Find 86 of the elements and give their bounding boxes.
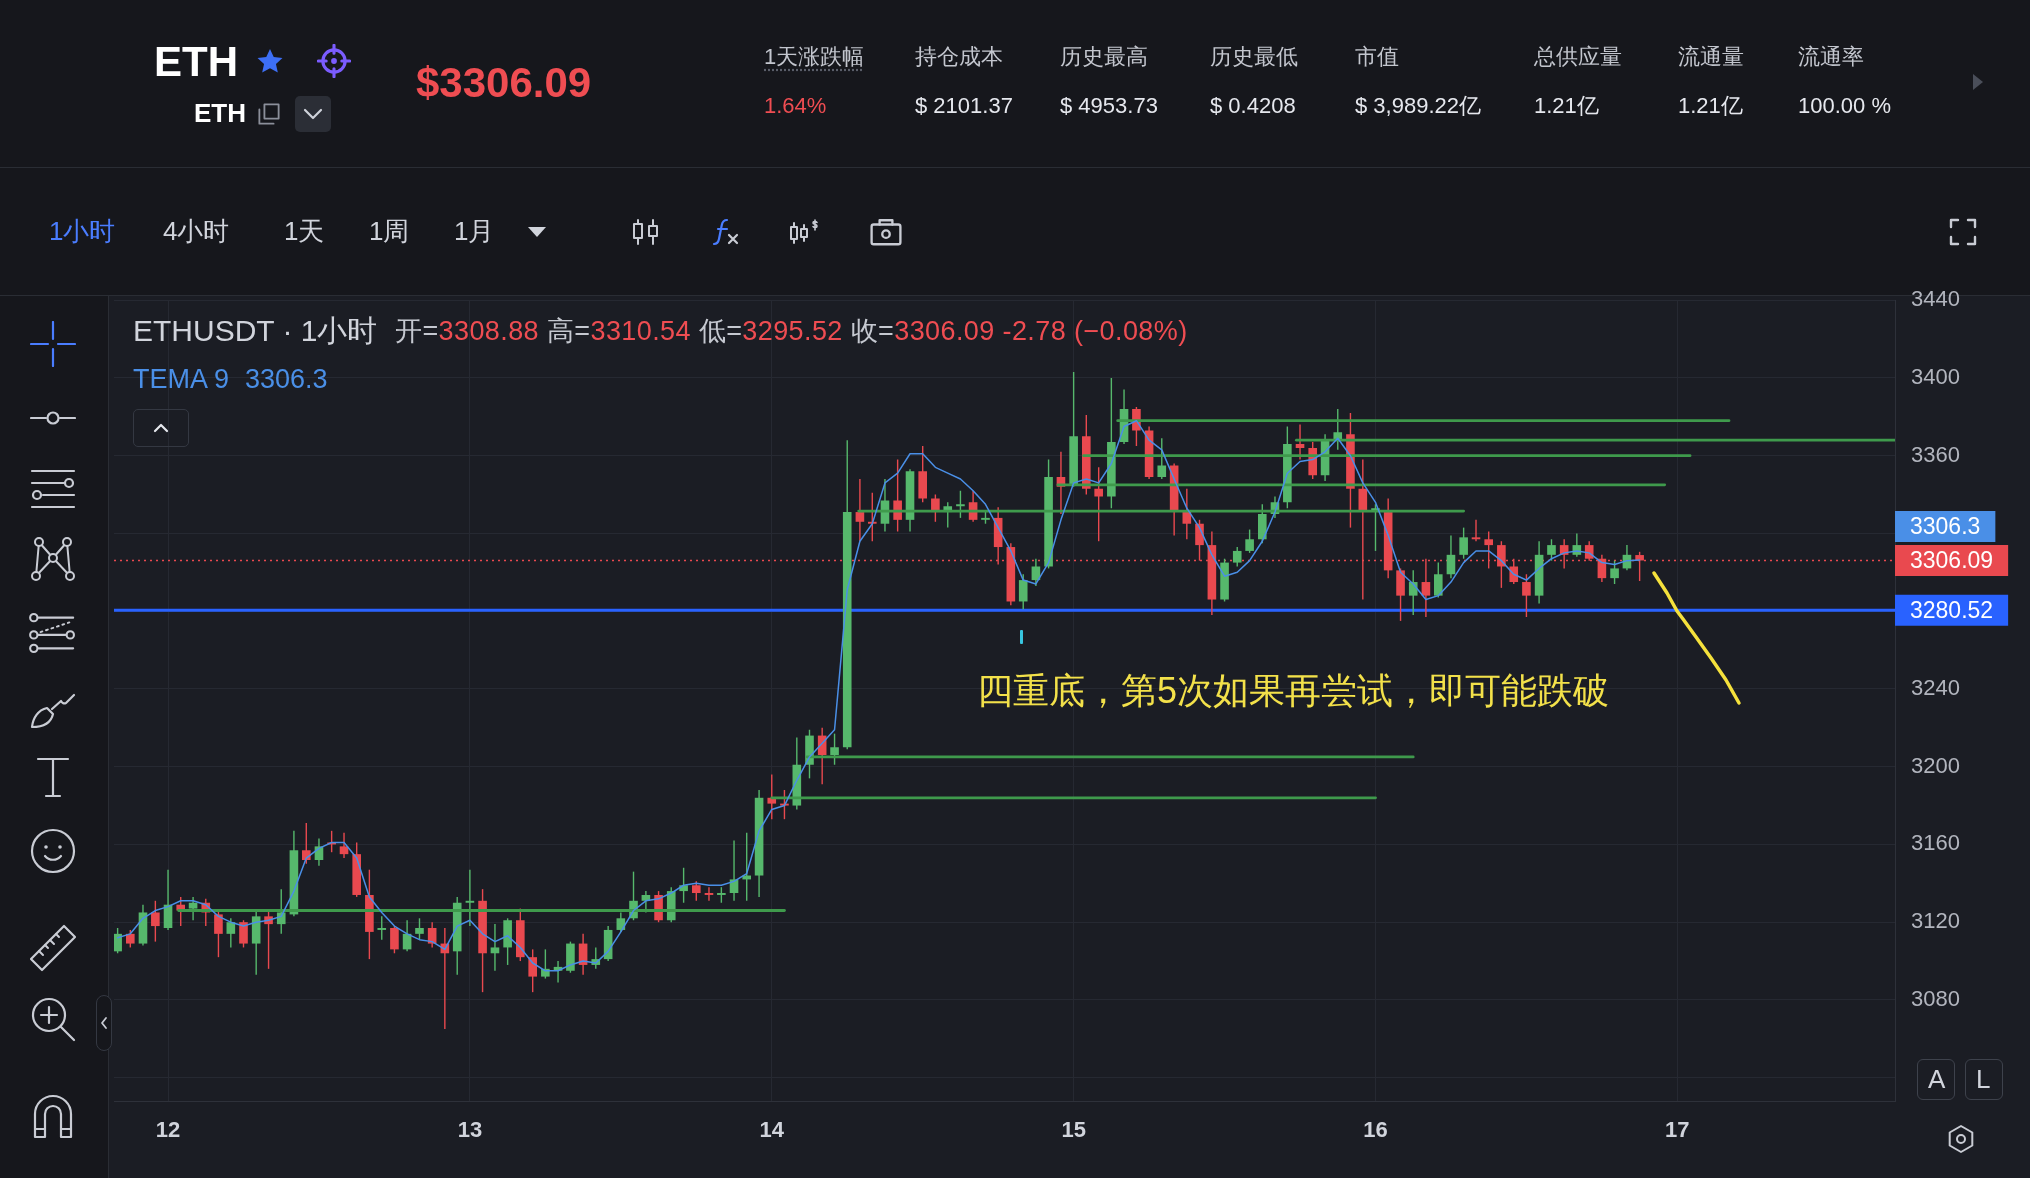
x-tick-label: 16 xyxy=(1363,1117,1388,1143)
text: 开=3308.88 高=3310.54 低=3295.52 收=3306.09 -2.78 (−0.08%) xyxy=(395,316,1188,346)
text: 1小时 xyxy=(49,216,116,248)
candlestick xyxy=(704,886,714,902)
candlestick xyxy=(151,899,160,943)
y-tick-label: 3200 xyxy=(1911,752,1960,778)
candlestick xyxy=(1433,561,1443,599)
text: 总供应量 xyxy=(1534,43,1622,71)
candlestick xyxy=(301,822,311,865)
text: $ 4953.73 xyxy=(1060,92,1158,120)
candlestick xyxy=(1610,559,1619,585)
toggle-button: L xyxy=(1965,1059,2003,1100)
candlestick xyxy=(276,888,286,935)
candlestick xyxy=(1094,466,1103,542)
candlestick xyxy=(1232,546,1242,567)
candlestick xyxy=(390,925,399,954)
x-tick-label: 17 xyxy=(1665,1117,1690,1143)
y-tick-label: 3240 xyxy=(1911,674,1960,700)
candlestick xyxy=(691,880,701,902)
candlestick xyxy=(1446,534,1456,579)
candlestick xyxy=(415,917,424,941)
text: 1.21亿 xyxy=(1678,92,1743,120)
text: $ 0.4208 xyxy=(1210,92,1296,120)
candlestick xyxy=(239,919,248,948)
ref-line-label: 3306.09 xyxy=(1910,546,1994,573)
text: $3306.09 xyxy=(416,57,592,108)
candlestick xyxy=(855,478,865,542)
text: 1天涨跌幅 xyxy=(764,43,865,71)
candlestick xyxy=(1408,569,1418,616)
text: 历史最低 xyxy=(1210,43,1298,71)
candlestick xyxy=(1295,423,1305,461)
y-tick-label: 3080 xyxy=(1911,985,1960,1011)
candlestick xyxy=(1031,557,1041,587)
x-tick-label: 13 xyxy=(457,1117,483,1143)
text: 持仓成本 xyxy=(915,43,1003,71)
candlestick xyxy=(214,909,223,958)
y-tick-label: 3400 xyxy=(1911,363,1960,389)
candlestick xyxy=(490,923,500,972)
text: 1.21亿 xyxy=(1534,92,1599,120)
candlestick xyxy=(956,489,965,519)
candlestick xyxy=(1459,526,1468,560)
text: $ 2101.37 xyxy=(915,92,1013,120)
ref-line-label: 3280.52 xyxy=(1910,596,1994,623)
x-tick-label: 15 xyxy=(1061,1117,1086,1143)
candlestick xyxy=(1522,573,1531,618)
candlestick xyxy=(1547,538,1556,562)
text: 100.00 % xyxy=(1798,92,1891,120)
candlestick xyxy=(767,773,777,820)
text: ETH xyxy=(194,98,246,130)
candlestick xyxy=(1157,437,1167,480)
candlestick xyxy=(528,948,537,993)
y-tick-label: 3120 xyxy=(1911,908,1960,934)
candlestick xyxy=(1358,458,1368,601)
x-tick-label: 14 xyxy=(759,1117,785,1143)
annotation: 3306.3 xyxy=(245,364,328,394)
text: 流通率 xyxy=(1798,43,1864,71)
text: TEMA 9 xyxy=(133,364,230,394)
candlestick xyxy=(893,458,902,532)
candlestick xyxy=(465,868,475,927)
text: ETH xyxy=(154,36,238,87)
text: 市值 xyxy=(1355,43,1399,71)
text: $ 3,989.22亿 xyxy=(1355,92,1481,120)
candlestick xyxy=(867,491,877,542)
text: 流通量 xyxy=(1678,43,1744,71)
candlestick xyxy=(1245,528,1254,554)
candlestick xyxy=(1018,573,1028,610)
text: 1天 xyxy=(284,216,325,248)
text: ETHUSDT · 1小时 xyxy=(133,313,378,349)
text: 3306.3 xyxy=(1910,512,1981,539)
candlestick xyxy=(188,896,198,921)
y-tick-label: 3160 xyxy=(1911,830,1960,856)
candlestick xyxy=(830,732,839,766)
candlestick xyxy=(377,915,387,941)
x-tick-label: 12 xyxy=(155,1117,181,1143)
y-tick-label: 3440 xyxy=(1911,286,1960,312)
candlestick xyxy=(114,927,122,954)
text: 1.64% xyxy=(764,92,827,120)
toggle-button: A xyxy=(1917,1059,1955,1100)
text: 1月 xyxy=(454,216,495,248)
annotation: 四重底，第5次如果再尝试，即可能跌破 xyxy=(977,669,1610,713)
text: 1周 xyxy=(369,216,410,248)
text: 历史最高 xyxy=(1060,43,1148,71)
candlestick xyxy=(1471,518,1481,542)
text: 4小时 xyxy=(163,216,230,248)
candlestick xyxy=(339,831,349,859)
y-tick-label: 3360 xyxy=(1911,441,1960,467)
